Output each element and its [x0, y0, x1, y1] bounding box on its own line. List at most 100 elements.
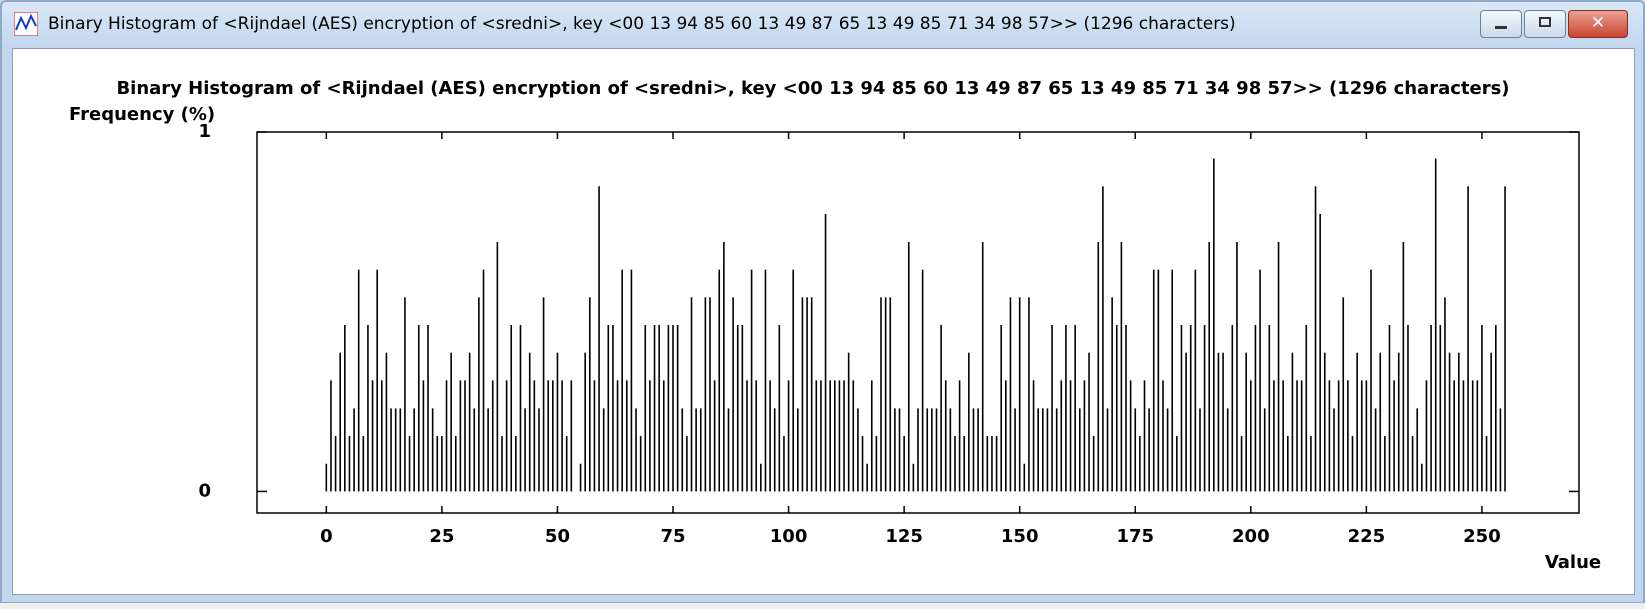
bar [1171, 269, 1174, 492]
bar [1129, 380, 1132, 492]
bar [1277, 241, 1280, 492]
bar [519, 325, 522, 492]
bar [981, 241, 984, 492]
bar [1328, 380, 1331, 492]
bar [820, 380, 822, 492]
bar [339, 352, 342, 492]
bar [1176, 436, 1178, 492]
bar [1296, 380, 1298, 492]
bar [1323, 352, 1326, 492]
bar [1074, 325, 1076, 492]
bar [1314, 186, 1317, 492]
bar [787, 380, 790, 492]
bar [750, 269, 753, 492]
bar [1092, 436, 1095, 492]
bar [1411, 436, 1414, 492]
close-button[interactable]: ✕ [1568, 10, 1628, 38]
bar [1143, 380, 1146, 492]
bar [1213, 158, 1215, 492]
x-tick-label: 75 [660, 526, 685, 547]
bar [894, 408, 896, 492]
bar [1037, 408, 1039, 492]
bar [1051, 325, 1053, 492]
bar [847, 352, 850, 492]
bar [870, 380, 873, 492]
bar [589, 297, 591, 492]
bar [773, 408, 776, 492]
bar [1291, 352, 1294, 492]
bar [907, 241, 910, 492]
bar [649, 380, 651, 492]
bar [408, 436, 411, 492]
bar [917, 408, 919, 492]
bar [746, 380, 748, 492]
bar [1434, 158, 1437, 492]
minimize-button[interactable] [1480, 10, 1522, 38]
bar [1120, 241, 1123, 492]
bar [783, 436, 785, 492]
bar [995, 436, 998, 492]
bar [556, 352, 559, 492]
bar [1185, 352, 1187, 492]
bar [1490, 352, 1492, 492]
bar [1365, 380, 1368, 492]
bar [487, 408, 489, 492]
bar [1448, 352, 1451, 492]
bar [1023, 463, 1026, 492]
bar [968, 352, 970, 492]
bar [1430, 325, 1432, 492]
bar [510, 325, 513, 492]
bar [695, 408, 697, 492]
bar [1005, 380, 1007, 492]
bar [880, 297, 882, 492]
bar [436, 436, 439, 492]
bar [579, 463, 582, 492]
x-tick-label: 200 [1232, 526, 1270, 547]
bar [1439, 325, 1442, 492]
bar [662, 380, 665, 492]
bar [736, 325, 739, 492]
bar [473, 408, 476, 492]
app-icon [14, 12, 38, 36]
bar [866, 463, 868, 492]
bar [672, 325, 674, 492]
bar [824, 213, 827, 492]
bar [1397, 352, 1400, 492]
bar [1453, 380, 1455, 492]
bar [861, 436, 864, 492]
bar [357, 269, 360, 492]
bar [1458, 352, 1460, 492]
bar [1481, 325, 1483, 492]
bar [1263, 408, 1266, 492]
bar [1499, 408, 1502, 492]
bar [1078, 408, 1081, 492]
bar [1083, 380, 1086, 492]
bar [972, 408, 975, 492]
bar [806, 297, 808, 492]
x-tick-label: 175 [1116, 526, 1154, 547]
bar [755, 380, 758, 492]
bar [1042, 408, 1044, 492]
bar [1134, 408, 1137, 492]
plot-frame [256, 131, 1580, 514]
bar [875, 436, 878, 492]
bar [653, 325, 656, 492]
bar [422, 380, 425, 492]
bar [1148, 408, 1150, 492]
bar [1425, 380, 1428, 492]
background-window [0, 603, 1645, 609]
maximize-button[interactable] [1524, 10, 1566, 38]
bar [1157, 269, 1160, 492]
bar [940, 325, 942, 492]
bar [459, 380, 462, 492]
bar [1111, 297, 1113, 492]
x-tick-label: 25 [429, 526, 454, 547]
bar [681, 408, 684, 492]
bar [1305, 325, 1308, 492]
bar [1319, 213, 1321, 492]
bar [1421, 463, 1423, 492]
bar [852, 380, 855, 492]
x-tick-label: 125 [885, 526, 923, 547]
bar [1088, 352, 1090, 492]
bar [931, 408, 933, 492]
